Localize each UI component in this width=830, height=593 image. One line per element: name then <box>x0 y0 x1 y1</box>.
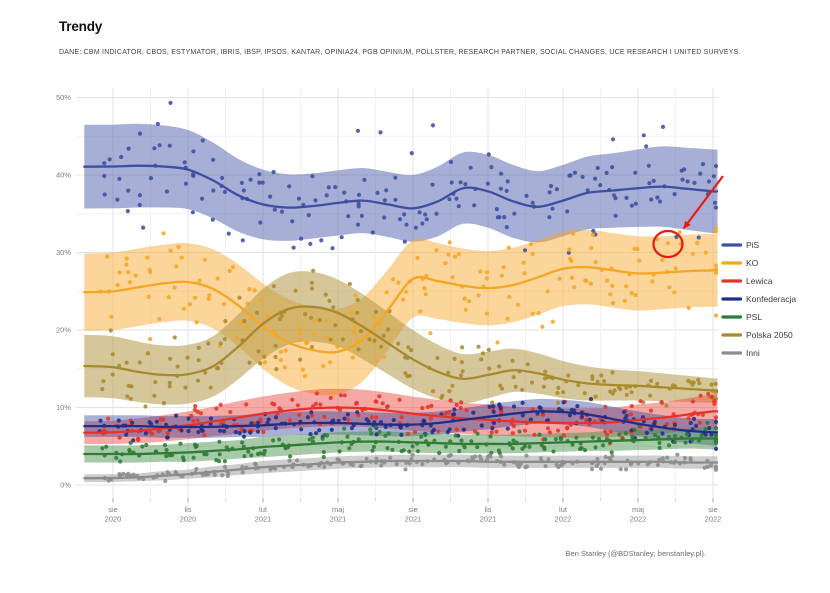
annotation-highlight-circle <box>652 229 684 259</box>
svg-text:30%: 30% <box>56 248 71 257</box>
legend-label-lewica: Lewica <box>746 276 773 286</box>
svg-text:sie: sie <box>108 505 118 514</box>
svg-text:sie: sie <box>708 505 718 514</box>
x-axis-labels: sie2020lis2020lut2021maj2021sie2021lis20… <box>105 498 722 524</box>
chart-caption: Ben Stanley (@BDStanley; benstanley.pl). <box>565 549 706 558</box>
confidence-band-ko <box>84 229 718 396</box>
legend-label-ko: KO <box>746 258 759 268</box>
poll-points-pis <box>102 100 718 255</box>
legend-item-konfederacja: Konfederacja <box>721 294 796 304</box>
svg-text:lis: lis <box>184 505 191 514</box>
chart-title: Trendy <box>59 19 103 34</box>
trend-line-ko <box>83 265 718 354</box>
trend-line-psl <box>83 437 718 456</box>
y-axis-labels: 0% 10% 20% 30% 40% 50% <box>56 93 71 490</box>
legend: PiS KO Lewica Konfederacja PSL Polska 2050 Inn… <box>721 240 796 358</box>
poll-points-polska-2050 <box>100 268 718 421</box>
svg-text:2022: 2022 <box>555 515 572 524</box>
svg-text:2021: 2021 <box>405 515 422 524</box>
legend-item-polska-2050: Polska 2050 <box>721 330 793 340</box>
svg-text:maj: maj <box>332 505 344 514</box>
annotation <box>652 175 724 259</box>
svg-text:40%: 40% <box>56 171 71 180</box>
svg-text:10%: 10% <box>56 403 71 412</box>
legend-item-lewica: Lewica <box>721 276 773 286</box>
trend-line-lewica <box>83 406 718 434</box>
confidence-band-polska-2050 <box>84 271 718 405</box>
plot-area <box>83 100 718 484</box>
svg-text:2021: 2021 <box>480 515 497 524</box>
legend-item-psl: PSL <box>721 312 762 322</box>
svg-text:2020: 2020 <box>180 515 197 524</box>
poll-points-ko <box>98 226 718 398</box>
svg-text:2020: 2020 <box>105 515 122 524</box>
legend-label-psl: PSL <box>746 312 762 322</box>
svg-text:maj: maj <box>632 505 644 514</box>
legend-label-polska-2050: Polska 2050 <box>746 330 793 340</box>
confidence-band-psl <box>84 427 718 463</box>
legend-item-pis: PiS <box>721 240 760 250</box>
trend-line-konfederacja <box>83 410 718 434</box>
svg-text:lut: lut <box>259 505 268 514</box>
svg-text:sie: sie <box>408 505 418 514</box>
svg-text:2021: 2021 <box>255 515 272 524</box>
svg-text:50%: 50% <box>56 93 71 102</box>
trend-line-polska-2050 <box>83 305 718 392</box>
legend-label-inni: Inni <box>746 348 760 358</box>
trend-line-pis <box>83 164 718 210</box>
annotation-arrow <box>683 175 724 230</box>
svg-text:20%: 20% <box>56 326 71 335</box>
svg-text:2022: 2022 <box>630 515 647 524</box>
legend-label-pis: PiS <box>746 240 760 250</box>
svg-text:2022: 2022 <box>705 515 722 524</box>
trend-line-inni <box>83 459 718 480</box>
legend-label-konfederacja: Konfederacja <box>746 294 796 304</box>
svg-text:lut: lut <box>559 505 568 514</box>
legend-item-ko: KO <box>721 258 759 268</box>
chart-subtitle: DANE: CBM INDICATOR, CBOS, ESTYMATOR, IB… <box>59 49 741 56</box>
confidence-band-pis <box>84 123 718 243</box>
svg-text:0%: 0% <box>60 481 71 490</box>
svg-text:lis: lis <box>484 505 491 514</box>
legend-item-inni: Inni <box>721 348 760 358</box>
svg-text:2021: 2021 <box>330 515 347 524</box>
